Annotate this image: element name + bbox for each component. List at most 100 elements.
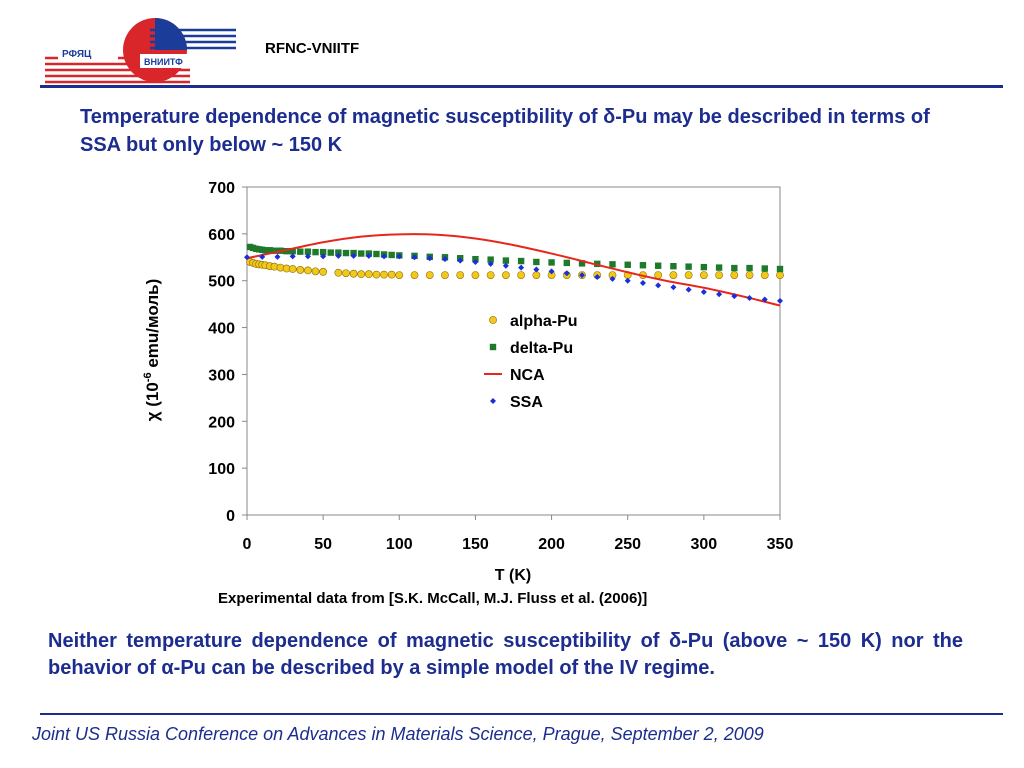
series-ssa xyxy=(244,252,783,304)
data-point-ssa xyxy=(716,291,723,298)
data-point-ssa xyxy=(487,260,494,267)
series-delta-pu xyxy=(246,243,784,273)
data-point-ssa xyxy=(335,252,342,259)
data-point-delta-pu xyxy=(654,262,662,269)
x-tick-label: 300 xyxy=(691,536,718,553)
data-point-delta-pu xyxy=(670,262,677,270)
x-tick-label: 250 xyxy=(614,536,641,553)
data-point-alpha-pu xyxy=(669,271,678,279)
logo-text-bottom: ВНИИТФ xyxy=(144,57,183,67)
data-point-alpha-pu xyxy=(296,266,305,274)
data-point-ssa xyxy=(700,288,707,295)
data-point-alpha-pu xyxy=(425,271,434,279)
data-point-delta-pu xyxy=(283,247,290,255)
data-point-delta-pu xyxy=(358,250,365,257)
x-axis-label: T (K) xyxy=(495,567,531,584)
y-tick-label: 0 xyxy=(226,508,235,525)
data-point-ssa xyxy=(244,254,250,261)
conclusion-delta-symbol: δ xyxy=(668,630,682,652)
logo-stripes-blue xyxy=(150,28,236,50)
y-axis-label-sup: -6 xyxy=(142,372,154,382)
data-point-ssa xyxy=(289,253,296,260)
data-point-delta-pu xyxy=(335,249,342,256)
org-name: RFNC-VNIITF xyxy=(265,40,360,57)
y-axis-label-chi: χ xyxy=(143,411,162,421)
x-tick-label: 100 xyxy=(386,536,413,553)
data-point-alpha-pu xyxy=(517,271,526,279)
data-point-alpha-pu xyxy=(745,271,754,279)
x-axis-ticks: 0 50 100 150 200 250 300 350 xyxy=(243,515,794,553)
data-citation: Experimental data from [S.K. McCall, M.J… xyxy=(218,590,648,607)
data-point-delta-pu xyxy=(502,257,510,264)
data-point-alpha-pu xyxy=(380,270,388,279)
data-point-ssa xyxy=(563,270,570,277)
y-tick-label: 200 xyxy=(208,414,235,431)
data-point-alpha-pu xyxy=(699,271,708,279)
data-point-delta-pu xyxy=(746,264,753,272)
data-point-alpha-pu xyxy=(372,270,381,279)
footer-divider xyxy=(40,713,1003,715)
data-point-delta-pu xyxy=(262,247,269,254)
data-point-alpha-pu xyxy=(395,271,404,279)
data-point-alpha-pu xyxy=(311,267,320,276)
data-point-delta-pu xyxy=(319,248,327,256)
data-point-alpha-pu xyxy=(319,267,328,276)
data-point-ssa xyxy=(639,280,646,287)
data-point-delta-pu xyxy=(685,263,692,270)
data-point-ssa xyxy=(533,266,540,273)
data-point-ssa xyxy=(609,275,616,282)
x-tick-label: 50 xyxy=(314,536,332,553)
data-point-ssa xyxy=(457,257,464,264)
data-point-delta-pu xyxy=(312,248,319,256)
legend-label: NCA xyxy=(510,367,545,384)
data-point-alpha-pu xyxy=(456,271,465,279)
data-point-delta-pu xyxy=(342,249,350,257)
y-tick-label: 700 xyxy=(208,180,235,197)
y-tick-label: 500 xyxy=(208,274,235,291)
data-point-alpha-pu xyxy=(410,271,419,279)
footer-conference: Joint US Russia Conference on Advances i… xyxy=(32,724,764,744)
x-tick-label: 350 xyxy=(767,536,794,553)
org-logo: РФЯЦ ВНИИТФ xyxy=(40,18,240,88)
data-point-alpha-pu xyxy=(342,269,350,278)
logo-sphere-blue xyxy=(155,18,187,50)
data-point-ssa xyxy=(594,273,601,280)
data-point-alpha-pu xyxy=(715,271,723,279)
legend-swatch xyxy=(490,398,496,404)
legend-swatch xyxy=(489,343,497,351)
data-point-alpha-pu xyxy=(334,268,343,277)
data-point-alpha-pu xyxy=(288,265,297,273)
series-line-nca xyxy=(246,233,781,307)
data-point-alpha-pu xyxy=(760,271,769,279)
data-point-alpha-pu xyxy=(486,271,495,279)
data-point-delta-pu xyxy=(548,259,555,266)
data-point-alpha-pu xyxy=(364,270,373,279)
data-point-delta-pu xyxy=(304,248,312,255)
data-point-delta-pu xyxy=(373,250,380,258)
y-axis-ticks: 0 100 200 300 400 500 600 700 xyxy=(208,180,247,525)
legend-item-ssa: SSA xyxy=(490,394,543,411)
data-point-delta-pu xyxy=(700,263,708,271)
plot-area-frame xyxy=(246,186,781,516)
data-point-ssa xyxy=(746,295,753,302)
data-point-alpha-pu xyxy=(441,271,449,279)
series-layer xyxy=(244,233,784,307)
data-point-delta-pu xyxy=(297,248,304,255)
data-point-delta-pu xyxy=(563,259,570,267)
conclusion-part3: -Pu can be described by a simple model o… xyxy=(173,657,715,679)
data-point-ssa xyxy=(320,253,327,260)
y-axis-label: χ (10-6 emu/моль) xyxy=(142,279,162,422)
data-point-alpha-pu xyxy=(730,271,739,279)
data-point-ssa xyxy=(777,297,783,304)
title-suffix: -Pu may be described in terms of SSA but… xyxy=(80,106,930,156)
chart-svg: 0 100 200 300 400 500 600 700 0 50 100 150 200 250 30… xyxy=(142,180,794,584)
data-point-ssa xyxy=(548,268,555,275)
data-point-ssa xyxy=(731,293,738,300)
logo-label-bg-bottom xyxy=(140,54,202,68)
data-point-delta-pu xyxy=(533,258,540,266)
data-point-delta-pu xyxy=(624,261,631,268)
legend-item-nca: NCA xyxy=(484,367,545,384)
x-tick-label: 0 xyxy=(243,536,252,553)
data-point-ssa xyxy=(365,252,372,259)
y-tick-label: 600 xyxy=(208,227,235,244)
